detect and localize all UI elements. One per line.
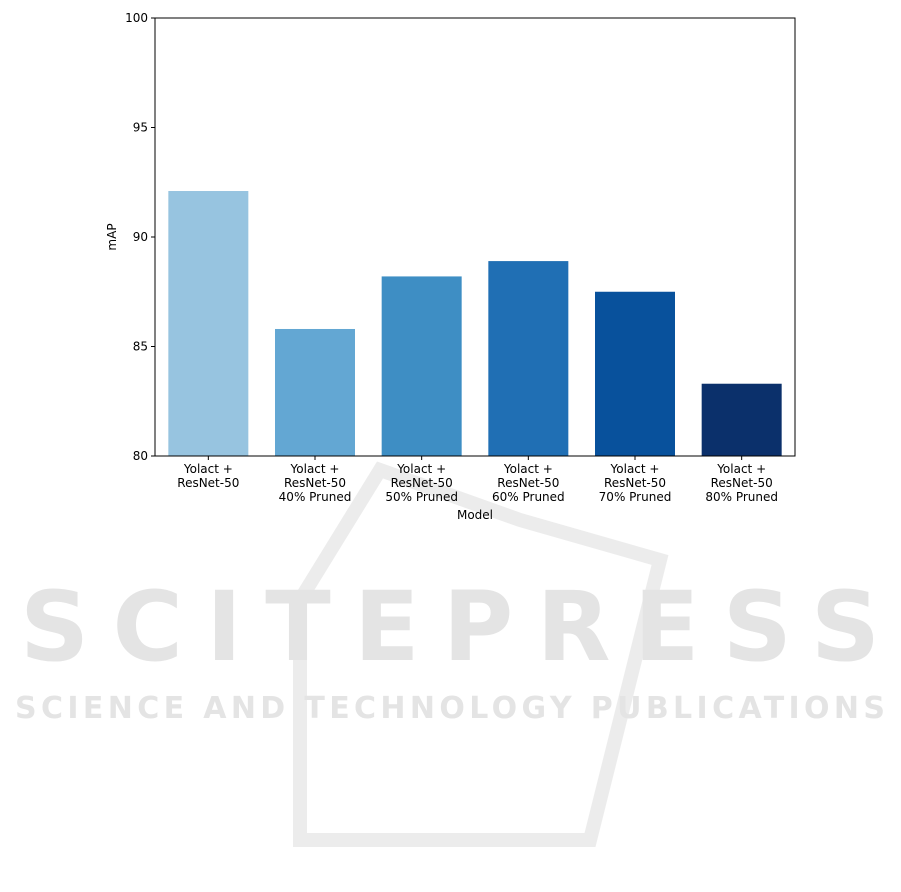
y-tick-label: 100 [125,11,148,25]
bar [168,191,249,456]
bar [275,328,355,456]
plot-frame [154,17,796,457]
watermark-subtitle: SCIENCE AND TECHNOLOGY PUBLICATIONS [15,691,885,726]
y-tick-label: 85 [133,340,148,354]
x-axis-label: Model [457,508,493,522]
watermark-title: SCITEPRESS [20,571,880,683]
y-tick-label: 95 [133,121,148,135]
bar [381,276,462,456]
y-axis-label: mAP [105,223,119,250]
bar [701,383,782,456]
x-tick-label: Yolact + ResNet-50 60% Pruned [492,462,565,504]
x-tick-label: Yolact + ResNet-50 50% Pruned [385,462,458,504]
watermark: SCITEPRESS SCIENCE AND TECHNOLOGY PUBLIC… [15,461,885,847]
x-tick-label: Yolact + ResNet-50 [177,462,239,490]
y-tick-label: 80 [133,449,148,463]
bar [488,261,569,456]
x-tick-label: Yolact + ResNet-50 70% Pruned [599,462,672,504]
x-tick-label: Yolact + ResNet-50 40% Pruned [279,462,352,504]
watermark-logo [293,461,669,847]
bar [595,291,675,456]
x-tick-label: Yolact + ResNet-50 80% Pruned [705,462,778,504]
y-tick-label: 90 [133,230,148,244]
